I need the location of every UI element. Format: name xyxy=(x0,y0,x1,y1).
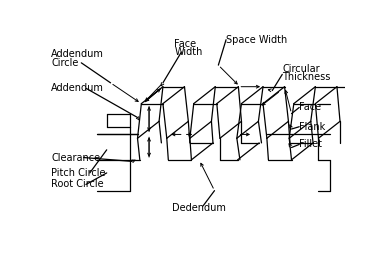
Text: Face: Face xyxy=(174,39,197,49)
Text: Fillet: Fillet xyxy=(299,139,322,149)
Text: Flank: Flank xyxy=(299,122,326,132)
Text: Pitch Circle: Pitch Circle xyxy=(51,168,106,178)
Text: Circle: Circle xyxy=(51,58,79,68)
Text: Face: Face xyxy=(299,102,321,113)
Text: Dedendum: Dedendum xyxy=(172,203,226,213)
Text: Addendum: Addendum xyxy=(51,83,104,93)
Text: Root Circle: Root Circle xyxy=(51,180,104,189)
Text: Space Width: Space Width xyxy=(226,35,287,45)
Text: Thickness: Thickness xyxy=(282,72,331,82)
Text: Circular: Circular xyxy=(282,64,320,74)
Text: Addendum: Addendum xyxy=(51,49,104,59)
Text: Width: Width xyxy=(174,47,203,57)
Text: Clearance: Clearance xyxy=(51,153,100,163)
